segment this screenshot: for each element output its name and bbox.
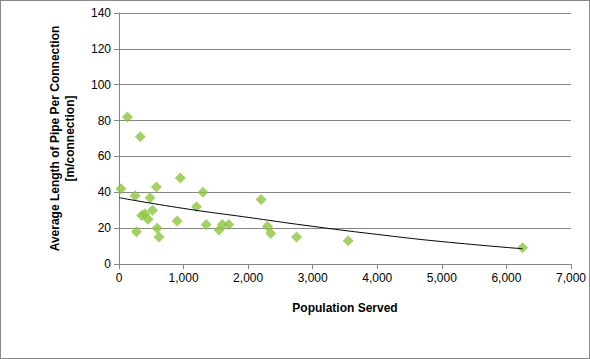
svg-text:40: 40 xyxy=(98,185,112,199)
svg-text:4,000: 4,000 xyxy=(362,271,392,285)
svg-text:0: 0 xyxy=(116,271,123,285)
svg-text:2,000: 2,000 xyxy=(233,271,263,285)
svg-text:5,000: 5,000 xyxy=(427,271,457,285)
svg-text:100: 100 xyxy=(91,78,111,92)
svg-text:[m/connection]: [m/connection] xyxy=(63,95,77,181)
svg-text:3,000: 3,000 xyxy=(298,271,328,285)
svg-text:1,000: 1,000 xyxy=(169,271,199,285)
svg-text:80: 80 xyxy=(98,114,112,128)
svg-text:Average Length of Pipe Per Con: Average Length of Pipe Per Connection xyxy=(48,26,62,252)
svg-text:140: 140 xyxy=(91,6,111,20)
svg-text:6,000: 6,000 xyxy=(491,271,521,285)
svg-text:7,000: 7,000 xyxy=(556,271,586,285)
svg-text:120: 120 xyxy=(91,42,111,56)
svg-text:0: 0 xyxy=(104,257,111,271)
svg-text:20: 20 xyxy=(98,221,112,235)
svg-text:60: 60 xyxy=(98,149,112,163)
svg-text:Population Served: Population Served xyxy=(292,301,397,315)
